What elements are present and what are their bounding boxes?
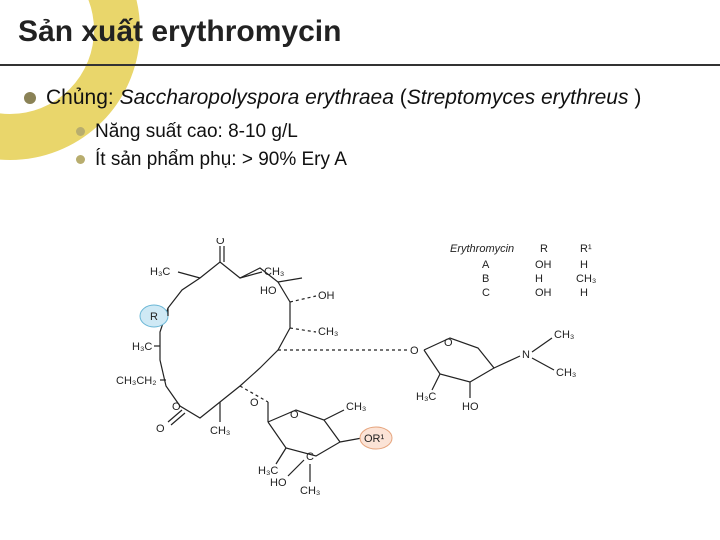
tbl-name: Erythromycin: [450, 243, 514, 255]
lbl-H3C: H₃C: [416, 391, 436, 403]
tbl-col-r1: R¹: [580, 243, 592, 255]
lbl-H3C: H₃C: [132, 341, 152, 353]
lbl-O: O: [216, 238, 225, 247]
lbl-OR1: OR¹: [364, 433, 385, 445]
tbl-col-r: R: [540, 243, 548, 255]
bullet-dot-l2: [76, 127, 85, 136]
lbl-O: O: [156, 423, 165, 435]
lbl-O: O: [250, 397, 259, 409]
sub-bullet-2: Ít sản phẩm phụ: > 90% Ery A: [95, 146, 347, 174]
lbl-CH3CH2: CH₃CH₂: [116, 375, 157, 387]
bullet-level2: Ít sản phẩm phụ: > 90% Ery A: [76, 146, 696, 174]
tbl-a: A: [482, 259, 490, 271]
lbl-C: C: [306, 451, 314, 463]
species-1: Saccharopolyspora erythraea: [120, 86, 400, 109]
tbl-b-r: H: [535, 273, 543, 285]
lbl-CH3: CH₃: [210, 425, 230, 437]
desosamine-sugar: O O H₃C HO N CH₃ CH₃: [278, 329, 576, 413]
paren-close: ): [634, 86, 641, 109]
lbl-O: O: [172, 401, 181, 413]
lbl-CH3: CH₃: [300, 485, 320, 497]
lbl-CH3: CH₃: [264, 266, 284, 278]
lbl-CH3: CH₃: [346, 401, 366, 413]
lbl-H3C: H₃C: [150, 266, 170, 278]
lbl-HO: HO: [270, 477, 287, 489]
lbl-CH3: CH₃: [554, 329, 574, 341]
bullet-text-l1: Chủng: Saccharopolyspora erythraea (Stre…: [46, 84, 641, 112]
tbl-b: B: [482, 273, 489, 285]
bullet-dot-l1: [24, 92, 36, 104]
tbl-a-r: OH: [535, 259, 552, 271]
lbl-N: N: [522, 349, 530, 361]
tbl-b-r1: CH₃: [576, 273, 596, 285]
lbl-CH3: CH₃: [318, 326, 338, 338]
bullet-level2: Năng suất cao: 8-10 g/L: [76, 118, 696, 146]
lbl-R: R: [150, 311, 158, 323]
lbl-O: O: [410, 345, 419, 357]
macrolactone-ring: O CH₃ H₃C R OH HO CH₃ H₃C: [116, 238, 338, 437]
tbl-c-r: OH: [535, 287, 552, 299]
slide-title: Sản xuất erythromycin: [0, 15, 341, 49]
lbl-O: O: [290, 409, 299, 421]
tbl-a-r1: H: [580, 259, 588, 271]
lbl-CH3: CH₃: [556, 367, 576, 379]
lbl-O: O: [444, 337, 453, 349]
tbl-c: C: [482, 287, 490, 299]
bullet-level1: Chủng: Saccharopolyspora erythraea (Stre…: [24, 84, 696, 112]
strain-prefix: Chủng:: [46, 86, 120, 109]
sub-bullet-1: Năng suất cao: 8-10 g/L: [95, 118, 298, 146]
variant-table: Erythromycin R R¹ A OH H B H CH₃ C OH H: [450, 243, 596, 299]
tbl-c-r1: H: [580, 287, 588, 299]
lbl-HO: HO: [260, 285, 277, 297]
erythromycin-structure: Erythromycin R R¹ A OH H B H CH₃ C OH H …: [110, 238, 690, 528]
cladinose-sugar: O H₃C C CH₃ HO OR¹ CH₃: [258, 401, 392, 497]
content-area: Chủng: Saccharopolyspora erythraea (Stre…: [24, 84, 696, 173]
bullet-dot-l2: [76, 155, 85, 164]
paren-open: (: [400, 86, 407, 109]
lbl-OH: OH: [318, 290, 335, 302]
lbl-H3C: H₃C: [258, 465, 278, 477]
species-2: Streptomyces erythreus: [407, 86, 635, 109]
lbl-HO: HO: [462, 401, 479, 413]
title-band: Sản xuất erythromycin: [0, 0, 720, 66]
